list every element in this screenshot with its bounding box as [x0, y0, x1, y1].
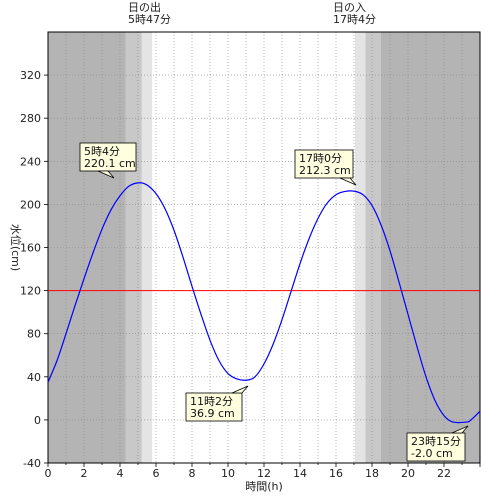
extremum-time: 11時2分 — [190, 395, 233, 408]
y-tick-label: 160 — [20, 242, 41, 255]
x-tick-label: 12 — [257, 467, 271, 480]
sunrise-time: 5時47分 — [128, 13, 171, 26]
twilight-band — [125, 32, 142, 463]
x-tick-label: 8 — [189, 467, 196, 480]
x-tick-label: 0 — [45, 467, 52, 480]
sunrise-label: 日の出 — [128, 0, 161, 14]
x-tick-label: 16 — [329, 467, 343, 480]
y-tick-label: -40 — [23, 457, 41, 470]
callout-pointer — [231, 385, 249, 394]
callout-box — [406, 432, 466, 462]
x-tick-label: 22 — [437, 467, 451, 480]
twilight-band — [365, 32, 381, 463]
y-tick-label: 240 — [20, 155, 41, 168]
sunset-label: 日の入 — [333, 1, 366, 14]
extremum-value: -2.0 cm — [411, 447, 453, 460]
y-axis-ticks: -40 0 40 80 120 160 200 240 280 320 — [20, 69, 48, 470]
extremum-value: 36.9 cm — [190, 407, 235, 420]
y-tick-label: 280 — [20, 112, 41, 125]
x-axis-ticks: 0 2 4 6 8 10 12 14 16 18 20 22 — [45, 463, 481, 480]
y-tick-label: 200 — [20, 198, 41, 211]
twilight-band — [141, 32, 153, 463]
y-tick-label: 120 — [20, 285, 41, 298]
tide-series-line — [47, 182, 481, 424]
extremum-time: 5時4分 — [84, 145, 120, 158]
y-tick-label: 80 — [27, 328, 41, 341]
callout-pointer — [451, 425, 469, 434]
extremum-callout: 23時15分-2.0 cm — [406, 425, 469, 462]
y-tick-label: 40 — [27, 371, 41, 384]
x-tick-label: 4 — [117, 467, 124, 480]
callout-box — [79, 142, 137, 172]
callout-box — [185, 392, 243, 422]
sunset-time: 17時4分 — [333, 13, 376, 26]
y-tick-label: 0 — [34, 414, 41, 427]
x-tick-label: 10 — [221, 467, 235, 480]
x-tick-label: 2 — [81, 467, 88, 480]
callout-pointer — [339, 177, 357, 186]
x-tick-label: 6 — [153, 467, 160, 480]
x-axis-label: 時間(h) — [245, 480, 283, 493]
y-axis-label: 水位(cm) — [9, 224, 23, 271]
extremum-time: 17時0分 — [299, 152, 342, 165]
extremum-value: 212.3 cm — [299, 164, 351, 177]
x-tick-label: 20 — [401, 467, 415, 480]
y-tick-label: 320 — [20, 69, 41, 82]
callout-box — [294, 149, 354, 179]
callout-pointer — [97, 170, 115, 179]
x-tick-label: 14 — [293, 467, 307, 480]
x-tick-label: 18 — [365, 467, 379, 480]
extremum-time: 23時15分 — [411, 435, 461, 448]
extremum-value: 220.1 cm — [84, 157, 136, 170]
